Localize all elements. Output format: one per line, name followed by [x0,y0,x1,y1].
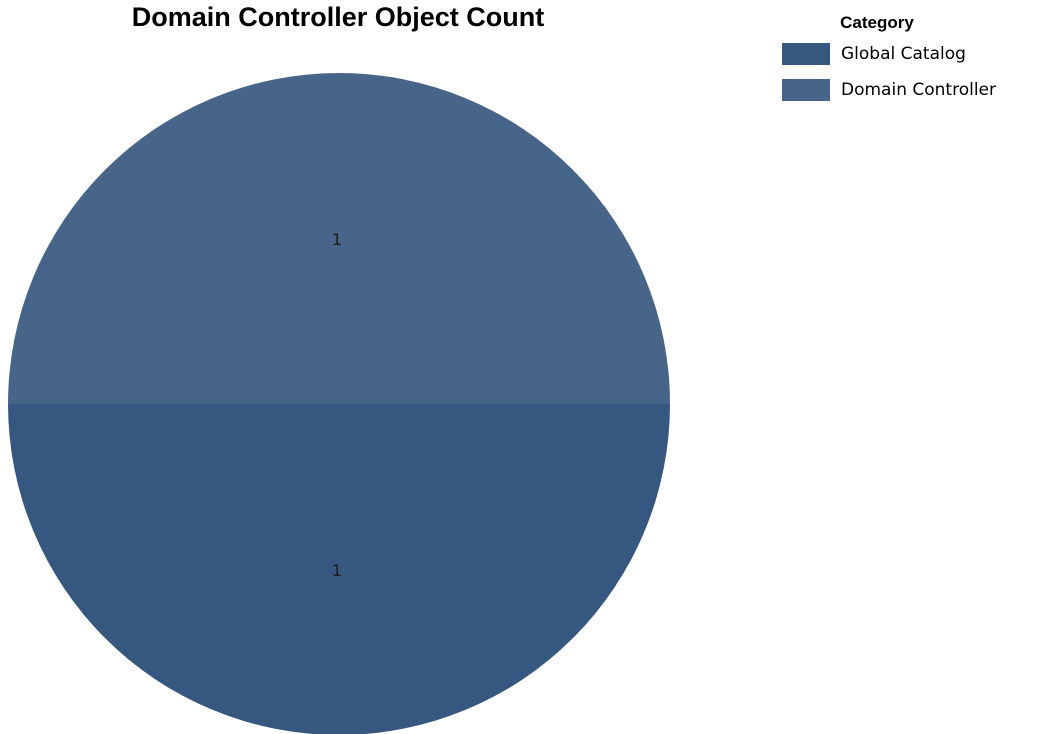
chart-title: Domain Controller Object Count [131,2,545,32]
pie-slice-domain-controller [8,73,670,404]
pie-labels: 11 [332,230,342,580]
legend-item-domain-controller: Domain Controller [782,72,1037,108]
legend-item-global-catalog: Global Catalog [782,36,1037,72]
pie-slice-global-catalog [8,404,670,734]
legend-title: Category [840,13,914,32]
pie-value-label-domain-controller: 1 [332,230,342,249]
legend-swatch-domain-controller [782,79,830,101]
legend-label-global-catalog: Global Catalog [841,44,966,64]
legend-swatch-global-catalog [782,43,830,65]
pie-chart: 11 [8,73,670,734]
legend-label-domain-controller: Domain Controller [841,80,996,100]
legend: Category Global Catalog Domain Controlle… [782,10,1037,108]
pie-value-label-global-catalog: 1 [332,561,342,580]
pie-slices [8,73,670,734]
